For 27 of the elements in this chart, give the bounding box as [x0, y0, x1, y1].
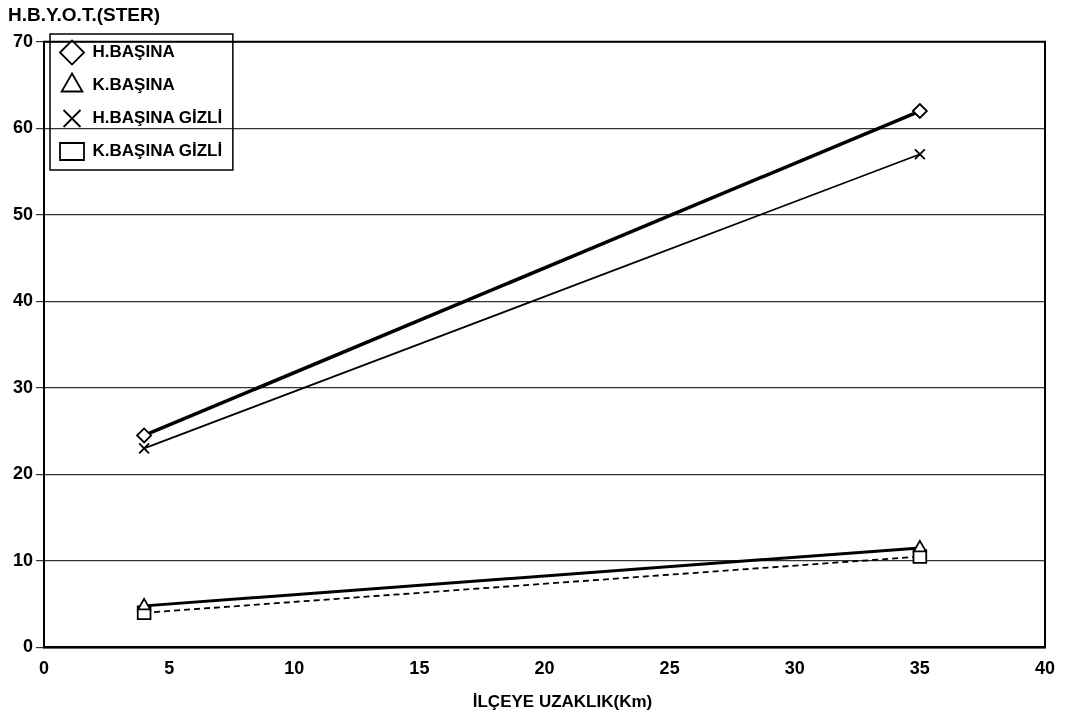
point — [914, 148, 926, 161]
x-tick-label: 35 — [909, 658, 930, 679]
y-tick-label: 20 — [12, 463, 34, 484]
y-tick-label: 50 — [12, 203, 34, 224]
x-tick-label: 40 — [1034, 658, 1056, 679]
legend-label: K.BAŞINA — [92, 75, 175, 95]
y-axis-title: H.B.Y.O.T.(STER) — [8, 4, 161, 26]
x-tick-label: 20 — [534, 658, 555, 679]
x-tick-label: 10 — [284, 658, 305, 679]
y-tick-label: 40 — [12, 290, 34, 311]
x-tick-label: 5 — [164, 658, 175, 679]
point — [136, 427, 153, 444]
y-tick-label: 30 — [12, 376, 34, 397]
legend-label: H.BAŞINA GİZLİ — [92, 108, 223, 128]
x-tick-label: 15 — [409, 658, 430, 679]
point — [138, 442, 150, 455]
y-tick-label: 0 — [23, 636, 34, 657]
point — [911, 103, 928, 119]
x-tick-label: 0 — [39, 658, 50, 679]
x-tick-label: 30 — [784, 658, 805, 679]
y-tick-label: 70 — [12, 30, 34, 51]
legend-label: H.BAŞINA — [92, 42, 175, 62]
y-tick-label: 10 — [12, 549, 34, 570]
x-axis-title: İLÇEYE UZAKLIK(Km) — [471, 692, 654, 712]
x-tick-label: 25 — [659, 658, 680, 679]
y-tick-label: 60 — [12, 117, 34, 138]
legend-label: K.BAŞINA GİZLİ — [92, 141, 223, 161]
